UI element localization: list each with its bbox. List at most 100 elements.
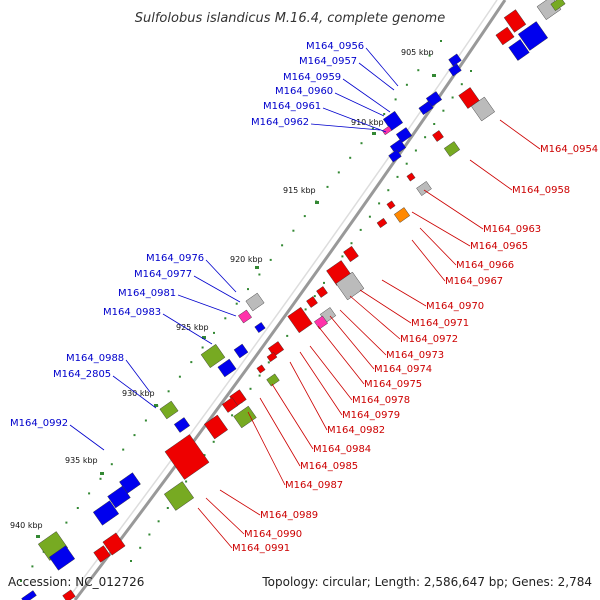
cds-glyph bbox=[418, 101, 434, 115]
callout-line bbox=[289, 361, 328, 431]
callout-line bbox=[197, 507, 233, 549]
cds-glyph bbox=[48, 545, 76, 571]
pseudo-glyph bbox=[382, 125, 392, 136]
cds-glyph bbox=[389, 139, 407, 155]
track-dot bbox=[433, 123, 436, 125]
callout-line bbox=[299, 351, 343, 416]
trna-glyph bbox=[163, 481, 195, 511]
callout-line bbox=[365, 47, 399, 87]
track-dot bbox=[144, 419, 147, 422]
track-dot bbox=[258, 374, 261, 377]
gene-label-reverse: M164_0971 bbox=[411, 318, 469, 329]
cds-glyph bbox=[233, 343, 249, 359]
track-dot bbox=[212, 440, 215, 443]
cds-glyph bbox=[316, 286, 328, 298]
gene-label-reverse: M164_0970 bbox=[426, 301, 484, 312]
kbp-tick-label: 940 kbp bbox=[10, 521, 43, 530]
gene-callouts: M164_0956 M164_0957 M164_0959 M164_0960 M164… bbox=[10, 41, 598, 554]
backbone-outer bbox=[73, 0, 507, 600]
cds-glyph bbox=[62, 589, 76, 600]
track-dot bbox=[249, 387, 252, 390]
gene-label-forward: M164_0961 bbox=[263, 101, 321, 112]
cds-glyph bbox=[254, 322, 266, 333]
track-dot bbox=[267, 361, 270, 364]
kbp-tick-label: 915 kbp bbox=[283, 186, 316, 195]
cds-glyph bbox=[173, 417, 191, 433]
cds-glyph bbox=[266, 351, 278, 363]
gene-label-reverse: M164_0965 bbox=[470, 241, 528, 252]
trna-glyph bbox=[200, 344, 226, 368]
track-dot bbox=[247, 288, 249, 291]
callout-line bbox=[177, 294, 237, 317]
gene-label-reverse: M164_0978 bbox=[352, 395, 410, 406]
track-dot bbox=[337, 171, 340, 174]
kbp-tick-mark bbox=[154, 404, 158, 407]
gene-label-forward: M164_0977 bbox=[134, 269, 192, 280]
cds-glyph bbox=[376, 217, 388, 229]
kbp-tick-label: 925 kbp bbox=[176, 323, 209, 332]
track-dot bbox=[122, 448, 125, 451]
track-dot bbox=[258, 273, 261, 276]
callout-line bbox=[358, 62, 395, 91]
cds-glyph bbox=[256, 364, 266, 374]
track-dot bbox=[130, 560, 132, 562]
callout-line bbox=[339, 309, 387, 356]
track-dot bbox=[451, 96, 454, 99]
cds-glyph bbox=[102, 532, 126, 556]
trna-glyph bbox=[550, 0, 566, 11]
cds-glyph bbox=[395, 127, 413, 143]
cds-glyph bbox=[388, 149, 402, 163]
kbp-tick-mark bbox=[255, 266, 259, 269]
callout-line bbox=[259, 397, 301, 467]
misc-glyph bbox=[245, 292, 265, 312]
kbp-tick-mark bbox=[432, 74, 436, 77]
gene-label-reverse: M164_0991 bbox=[232, 543, 290, 554]
cds-glyph bbox=[93, 545, 111, 563]
track-dot bbox=[157, 520, 160, 523]
callout-line bbox=[499, 119, 541, 150]
kbp-tick-mark bbox=[100, 472, 104, 475]
trna-glyph bbox=[233, 405, 257, 429]
callout-line bbox=[69, 424, 105, 451]
cds-glyph bbox=[406, 172, 416, 182]
callout-line bbox=[205, 497, 245, 535]
cds-glyph bbox=[503, 9, 527, 33]
track-dot bbox=[201, 346, 204, 349]
track-dot bbox=[303, 215, 306, 218]
gene-label-forward: M164_0988 bbox=[66, 353, 124, 364]
callout-line bbox=[334, 92, 385, 117]
track-dot bbox=[156, 404, 159, 407]
track-dot bbox=[326, 185, 329, 188]
kbp-tick-mark bbox=[36, 535, 40, 538]
cds-glyph bbox=[21, 590, 37, 600]
gene-label-forward: M164_0956 bbox=[306, 41, 364, 52]
kbp-tick-label: 920 kbp bbox=[230, 255, 263, 264]
cds-glyph bbox=[386, 200, 396, 210]
track-dot bbox=[65, 521, 68, 524]
gene-label-reverse: M164_0990 bbox=[244, 529, 302, 540]
trna-glyph bbox=[159, 400, 179, 420]
track-dot bbox=[371, 127, 374, 130]
track-dot bbox=[148, 533, 151, 536]
track-dot bbox=[349, 156, 352, 159]
track-dot bbox=[460, 83, 463, 86]
callout-line bbox=[359, 289, 412, 324]
cds-glyph bbox=[267, 341, 285, 357]
callout-line bbox=[310, 123, 381, 131]
track-dot bbox=[76, 507, 79, 509]
track-dot bbox=[414, 149, 417, 152]
callout-line bbox=[411, 239, 446, 282]
track-dot bbox=[405, 83, 408, 86]
track-dot bbox=[470, 70, 472, 72]
cds-glyph bbox=[508, 39, 530, 61]
callout-line bbox=[469, 159, 513, 191]
track-dot bbox=[20, 580, 22, 582]
gene-label-forward: M164_0960 bbox=[275, 86, 333, 97]
callout-line bbox=[419, 227, 457, 266]
gene-label-reverse: M164_0974 bbox=[374, 364, 432, 375]
gene-label-reverse: M164_0984 bbox=[313, 444, 371, 455]
track-dot bbox=[396, 175, 399, 178]
callout-line bbox=[317, 325, 365, 385]
track-dot bbox=[281, 244, 284, 247]
gene-label-reverse: M164_0987 bbox=[285, 480, 343, 491]
